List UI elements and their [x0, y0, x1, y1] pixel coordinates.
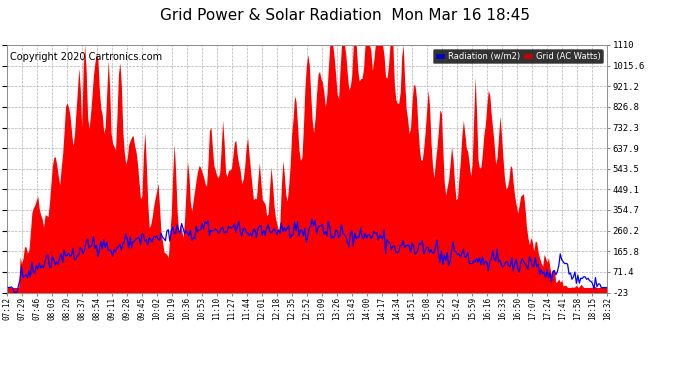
Legend: Radiation (w/m2), Grid (AC Watts): Radiation (w/m2), Grid (AC Watts)	[433, 49, 603, 63]
Text: Copyright 2020 Cartronics.com: Copyright 2020 Cartronics.com	[10, 53, 162, 62]
Text: Grid Power & Solar Radiation  Mon Mar 16 18:45: Grid Power & Solar Radiation Mon Mar 16 …	[160, 8, 530, 22]
